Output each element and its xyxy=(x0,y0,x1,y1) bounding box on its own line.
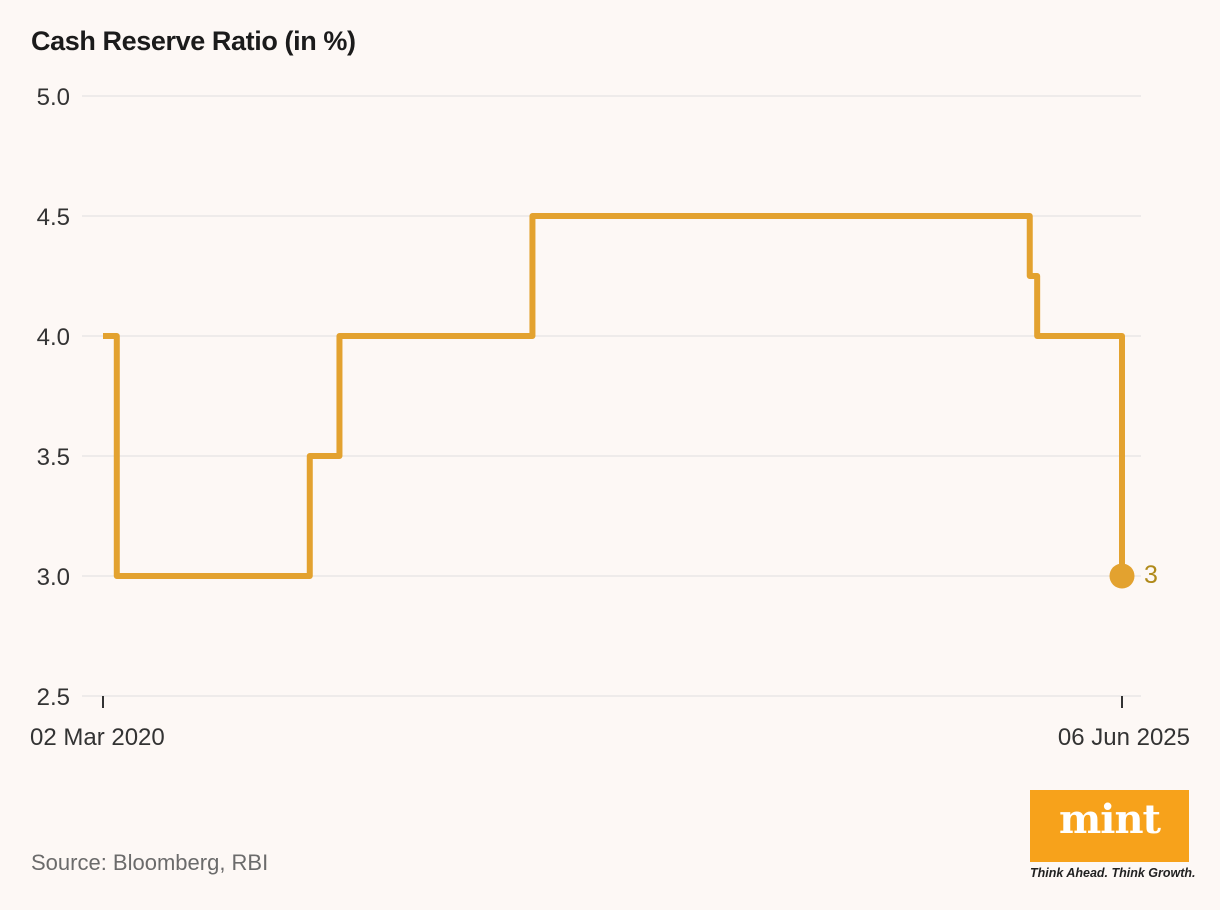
y-tick-label: 2.5 xyxy=(37,684,70,711)
y-tick-label: 4.0 xyxy=(37,324,70,351)
logo-wordmark: mint xyxy=(1058,796,1161,843)
y-tick-label: 3.5 xyxy=(37,444,70,471)
axes: 5.0 4.5 4.0 3.5 3.0 2.5 02 Mar 2020 06 Jun 2025 xyxy=(30,84,1190,751)
mint-logo: mint xyxy=(1030,790,1189,862)
y-tick-label: 4.5 xyxy=(37,204,70,231)
series-line xyxy=(103,213,1125,579)
x-tick-label: 06 Jun 2025 xyxy=(1058,724,1190,751)
end-value-label: 3 xyxy=(1144,561,1158,589)
chart-title: Cash Reserve Ratio (in %) xyxy=(31,26,356,56)
y-tick-label: 3.0 xyxy=(37,564,70,591)
end-point-marker xyxy=(1109,563,1135,589)
gridlines xyxy=(82,95,1141,697)
source-note: Source: Bloomberg, RBI xyxy=(31,850,269,875)
logo-tagline: Think Ahead. Think Growth. xyxy=(1030,866,1196,880)
x-tick-label: 02 Mar 2020 xyxy=(30,724,165,751)
y-tick-label: 5.0 xyxy=(37,84,70,111)
series-layer: 3 xyxy=(103,213,1158,589)
